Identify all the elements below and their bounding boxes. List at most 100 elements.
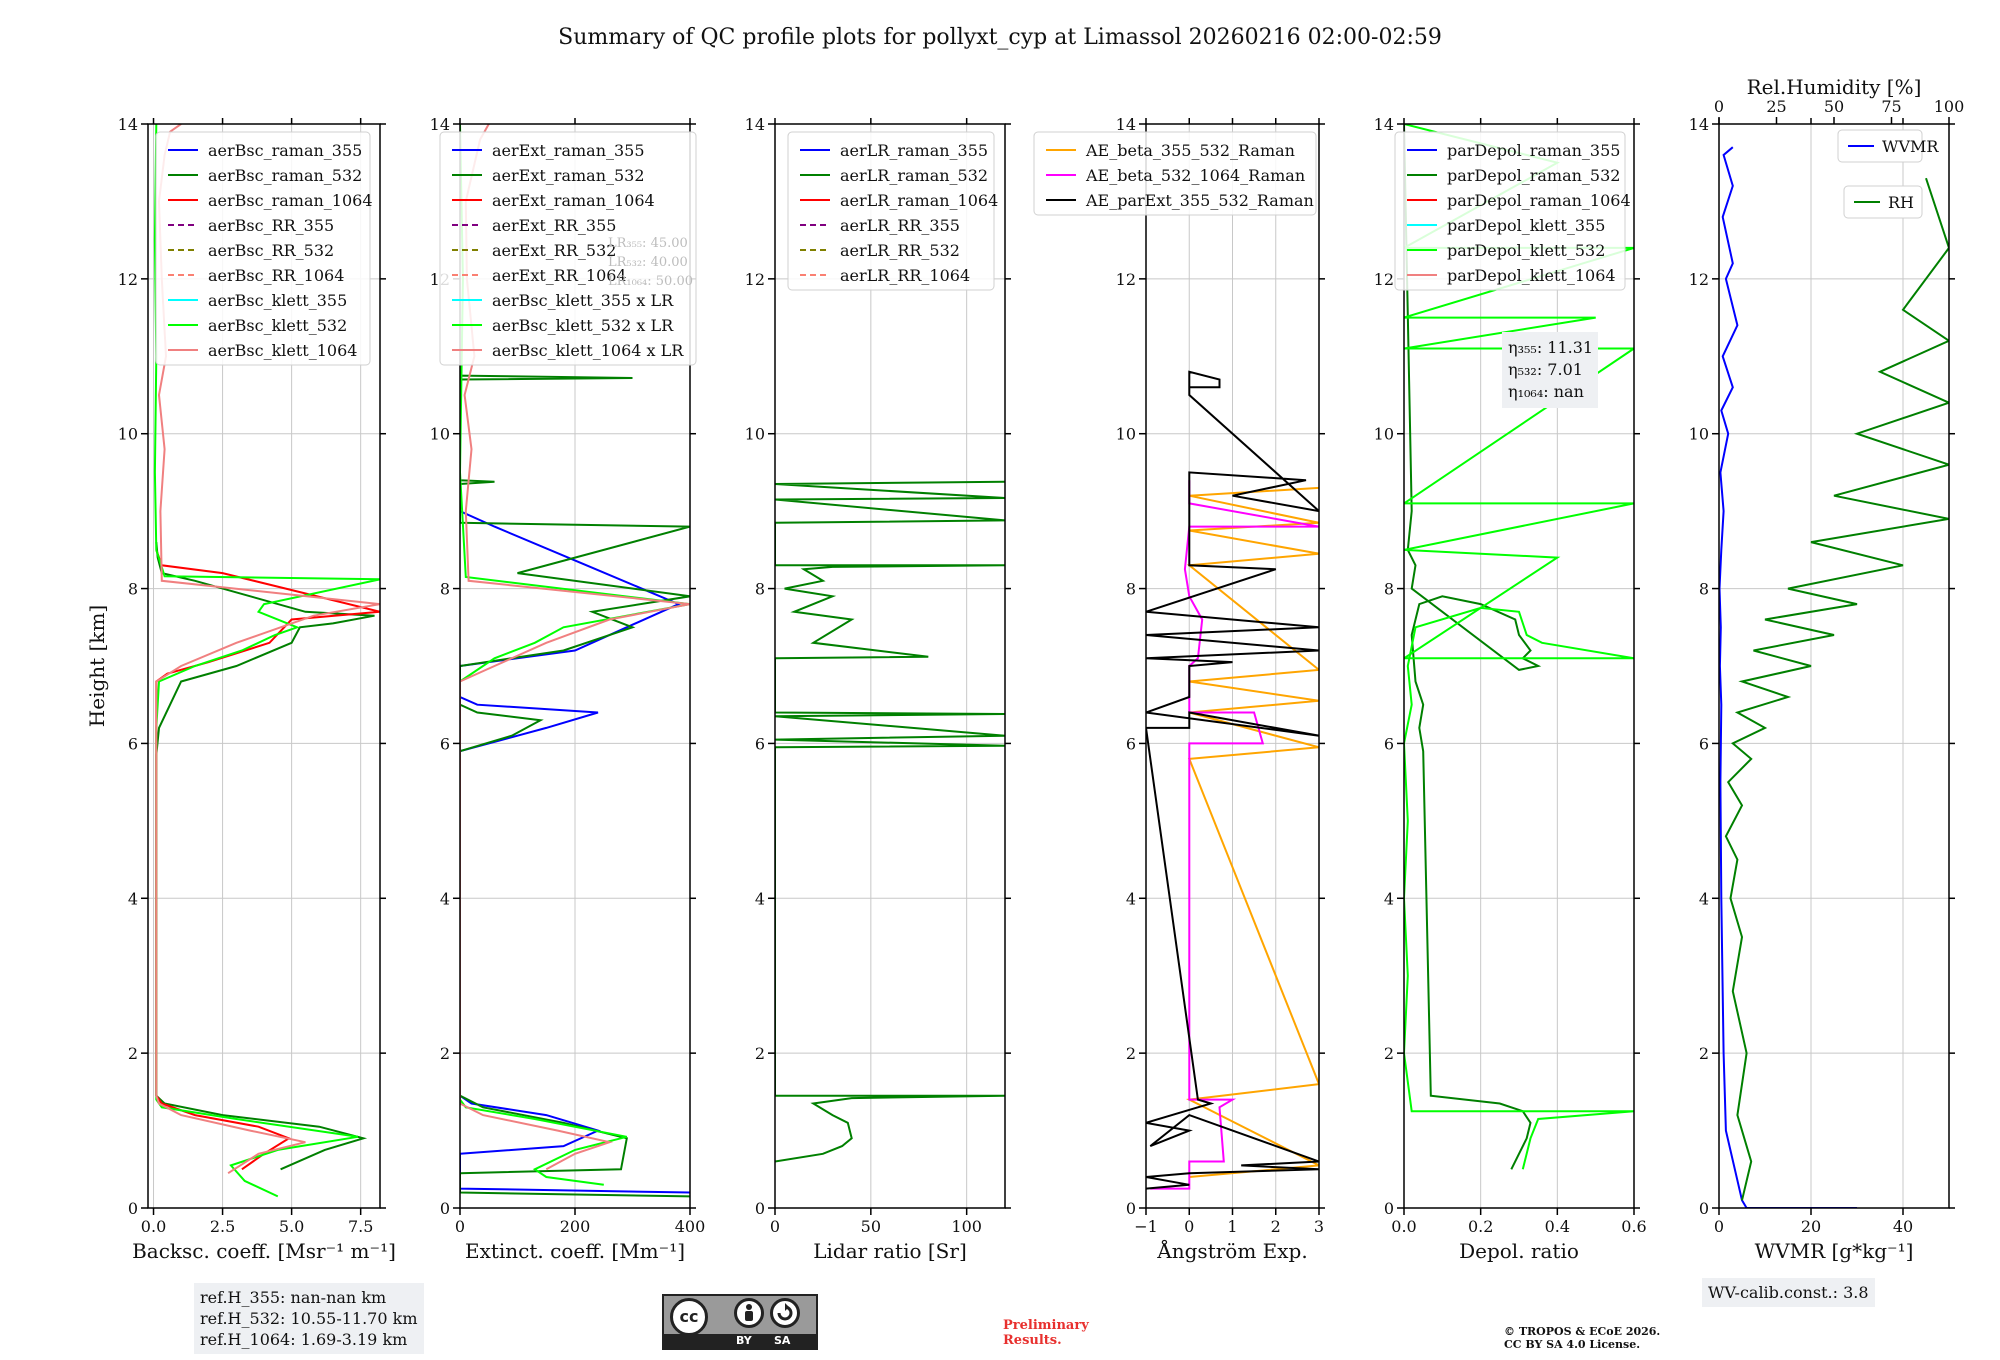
y-tick-label: 8 — [1126, 580, 1136, 599]
legend-label: aerExt_RR_532 — [492, 241, 616, 260]
legend-frame — [1394, 131, 1626, 291]
legend: AE_beta_355_532_Raman AE_beta_532_1064_Ra… — [1033, 131, 1317, 216]
legend-label: aerBsc_RR_532 — [208, 241, 334, 260]
panel-extinction: 020040002468101214Extinct. coeff. [Mm⁻¹]… — [430, 115, 706, 1263]
lr-annotation: LR₃₅₅: 45.00 — [608, 236, 688, 251]
y-tick-label: 14 — [118, 115, 138, 134]
x-tick-label: 0.0 — [1391, 1217, 1416, 1236]
legend: parDepol_raman_355 parDepol_raman_532 parD… — [1394, 131, 1631, 291]
legend: aerExt_raman_355 aerExt_raman_532 aerExt_r… — [439, 131, 697, 366]
preliminary-line-1: Preliminary — [1003, 1318, 1089, 1333]
eta-annotation: η₃₅₅: 11.31 — [1508, 338, 1593, 357]
y-tick-label: 8 — [1699, 580, 1709, 599]
x-axis-label: Backsc. coeff. [Msr⁻¹ m⁻¹] — [132, 1239, 396, 1263]
eta-annotation: η₅₃₂: 7.01 — [1508, 360, 1583, 379]
legend-frame — [1843, 185, 1923, 219]
depol-annotation-box: η₃₅₅: 11.31 η₅₃₂: 7.01 η₁₀₆₄: nan — [1502, 332, 1598, 408]
by-person-icon — [734, 1298, 764, 1328]
x-tick-label: 0 — [1714, 1217, 1724, 1236]
preliminary-line-2: Results. — [1003, 1333, 1062, 1348]
cc-logo-icon: cc — [670, 1298, 708, 1336]
y-tick-label: 14 — [1116, 115, 1136, 134]
y-tick-label: 8 — [1384, 580, 1394, 599]
x-axis-label: Extinct. coeff. [Mm⁻¹] — [465, 1239, 685, 1263]
y-tick-label: 0 — [1126, 1199, 1136, 1218]
legend-label: WVMR — [1882, 137, 1939, 156]
x-tick-label: 2.5 — [210, 1217, 235, 1236]
x-tick-label: 0 — [455, 1217, 465, 1236]
axes-frame — [1718, 123, 1950, 1209]
legend-label: aerBsc_klett_532 — [208, 316, 347, 335]
y-tick-label: 2 — [1384, 1044, 1394, 1063]
x-tick-label: 0 — [770, 1217, 780, 1236]
y-tick-label: 10 — [745, 425, 765, 444]
y-tick-label: 4 — [440, 889, 450, 908]
y-tick-label: 6 — [1699, 734, 1709, 753]
copyright-note: © TROPOS & ECoE 2026. CC BY SA 4.0 Licen… — [1504, 1325, 1660, 1351]
wv-calib-const: WV-calib.const.: 3.8 — [1708, 1283, 1869, 1302]
top-x-tick-label: 100 — [1934, 97, 1965, 116]
series-line-RH — [1724, 177, 1949, 1201]
x-axis-label: Depol. ratio — [1459, 1239, 1579, 1263]
panel-wv: 0 20 40 0 2 4 6 8 10 12 14 WVMR [g*kg⁻¹] 0 25 50 75 100 R… — [1689, 75, 1965, 1263]
y-tick-label: 10 — [1374, 425, 1394, 444]
y-tick-label: 10 — [1689, 425, 1709, 444]
x-tick-label: 40 — [1893, 1217, 1913, 1236]
legend-label: aerLR_raman_532 — [840, 166, 988, 185]
legend-label: aerExt_raman_355 — [492, 141, 645, 160]
y-tick-label: 10 — [1116, 425, 1136, 444]
series-line-aerBsc_raman_1064 — [155, 549, 380, 1171]
y-tick-label: 14 — [430, 115, 450, 134]
x-axis-label: WVMR [g*kg⁻¹] — [1755, 1239, 1914, 1263]
series-group — [153, 124, 380, 1198]
y-tick-label: 12 — [745, 270, 765, 289]
axes-frame — [774, 123, 1006, 1209]
y-tick-label: 6 — [440, 734, 450, 753]
lr-annotation: LR₅₃₂: 40.00 — [608, 255, 688, 270]
ref-h-532: ref.H_532: 10.55-11.70 km — [200, 1309, 418, 1328]
series-line-parDepol_raman_532 — [1404, 124, 1542, 1170]
x-tick-label: 3 — [1314, 1217, 1324, 1236]
series-line-aerBsc_klett_532 x LR — [460, 124, 690, 1186]
y-tick-label: 10 — [430, 425, 450, 444]
copyright-line-1: © TROPOS & ECoE 2026. — [1504, 1325, 1661, 1338]
x-tick-label: 0.0 — [141, 1217, 166, 1236]
series-line-AE_parExt_355_532_Raman — [1146, 370, 1319, 1190]
annotation-bg — [1502, 332, 1598, 408]
legend-frame — [1033, 131, 1317, 216]
x-tick-label: 5.0 — [279, 1217, 304, 1236]
legend-label: aerLR_RR_355 — [840, 216, 960, 235]
y-tick-label: 0 — [1384, 1199, 1394, 1218]
legend-label: aerBsc_klett_1064 — [208, 341, 357, 360]
y-tick-label: 6 — [128, 734, 138, 753]
y-tick-label: 10 — [118, 425, 138, 444]
legend-label: parDepol_raman_532 — [1447, 166, 1620, 185]
license-strip: BY SA — [664, 1334, 816, 1348]
series-group — [460, 124, 690, 1198]
legend-label: aerLR_RR_1064 — [840, 266, 970, 285]
x-axis-label: Lidar ratio [Sr] — [813, 1239, 967, 1263]
x-tick-label: 0.4 — [1545, 1217, 1570, 1236]
top-x-tick-label: 50 — [1824, 97, 1844, 116]
series-line-aerBsc_klett_532 — [153, 124, 380, 1198]
y-tick-label: 0 — [755, 1199, 765, 1218]
x-tick-label: 100 — [951, 1217, 982, 1236]
legend-label: aerBsc_klett_355 x LR — [492, 291, 674, 310]
top-x-tick-label: 25 — [1766, 97, 1786, 116]
y-tick-label: 0 — [1699, 1199, 1709, 1218]
preliminary-results-note: Preliminary Results. — [1003, 1318, 1089, 1348]
x-tick-label: 50 — [861, 1217, 881, 1236]
legend-label: aerBsc_klett_355 — [208, 291, 347, 310]
y-tick-label: 6 — [755, 734, 765, 753]
y-tick-label: 6 — [1126, 734, 1136, 753]
series-line-aerLR_raman_532 — [775, 480, 1005, 1163]
legend-label: aerExt_RR_355 — [492, 216, 616, 235]
legend-label: parDepol_klett_1064 — [1447, 266, 1616, 285]
series-line-WVMR — [1719, 146, 1857, 1208]
copyright-line-2: CC BY SA 4.0 License. — [1504, 1338, 1641, 1351]
y-tick-label: 4 — [1384, 889, 1394, 908]
x-tick-label: 1 — [1227, 1217, 1237, 1236]
legend-label: aerBsc_raman_355 — [208, 141, 362, 160]
x-tick-label: −1 — [1134, 1217, 1158, 1236]
x-tick-label: 200 — [560, 1217, 591, 1236]
